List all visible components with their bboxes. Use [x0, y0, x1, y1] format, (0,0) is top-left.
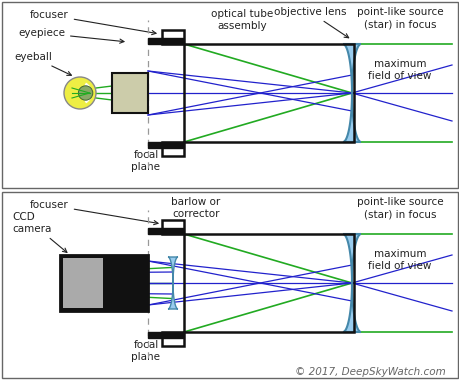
Text: eyeball: eyeball — [14, 52, 71, 75]
Bar — [162, 332, 184, 346]
Text: maximum
field of view: maximum field of view — [368, 59, 431, 81]
Circle shape — [78, 86, 93, 100]
Text: objective lens: objective lens — [273, 7, 348, 38]
Text: point-like source
(star) in focus: point-like source (star) in focus — [356, 7, 442, 29]
Bar — [148, 142, 183, 148]
Text: point-like source
(star) in focus: point-like source (star) in focus — [356, 197, 442, 219]
Text: barlow or
corrector: barlow or corrector — [171, 197, 220, 229]
Wedge shape — [80, 82, 92, 103]
Text: optical tube
assembly: optical tube assembly — [210, 9, 273, 32]
Bar — [148, 228, 183, 234]
Text: focal
plane: focal plane — [131, 150, 160, 172]
Polygon shape — [342, 234, 360, 332]
Bar — [184, 44, 353, 142]
Bar — [162, 30, 184, 44]
Bar — [60, 255, 148, 311]
Text: maximum
field of view: maximum field of view — [368, 249, 431, 271]
Bar — [63, 258, 102, 308]
Bar — [112, 73, 148, 113]
Text: focuser: focuser — [30, 10, 156, 35]
Polygon shape — [342, 44, 360, 142]
Polygon shape — [168, 257, 178, 309]
Bar — [162, 220, 184, 234]
Text: focal
plane: focal plane — [131, 340, 160, 362]
Text: focuser: focuser — [30, 200, 158, 225]
Polygon shape — [133, 76, 143, 110]
Text: CCD
camera: CCD camera — [12, 212, 67, 252]
Bar — [148, 332, 183, 338]
Bar — [148, 38, 183, 44]
Circle shape — [64, 77, 96, 109]
Text: eyepiece: eyepiece — [18, 28, 124, 43]
Bar — [184, 234, 353, 332]
Text: © 2017, DeepSkyWatch.com: © 2017, DeepSkyWatch.com — [295, 367, 445, 377]
Bar — [162, 142, 184, 156]
